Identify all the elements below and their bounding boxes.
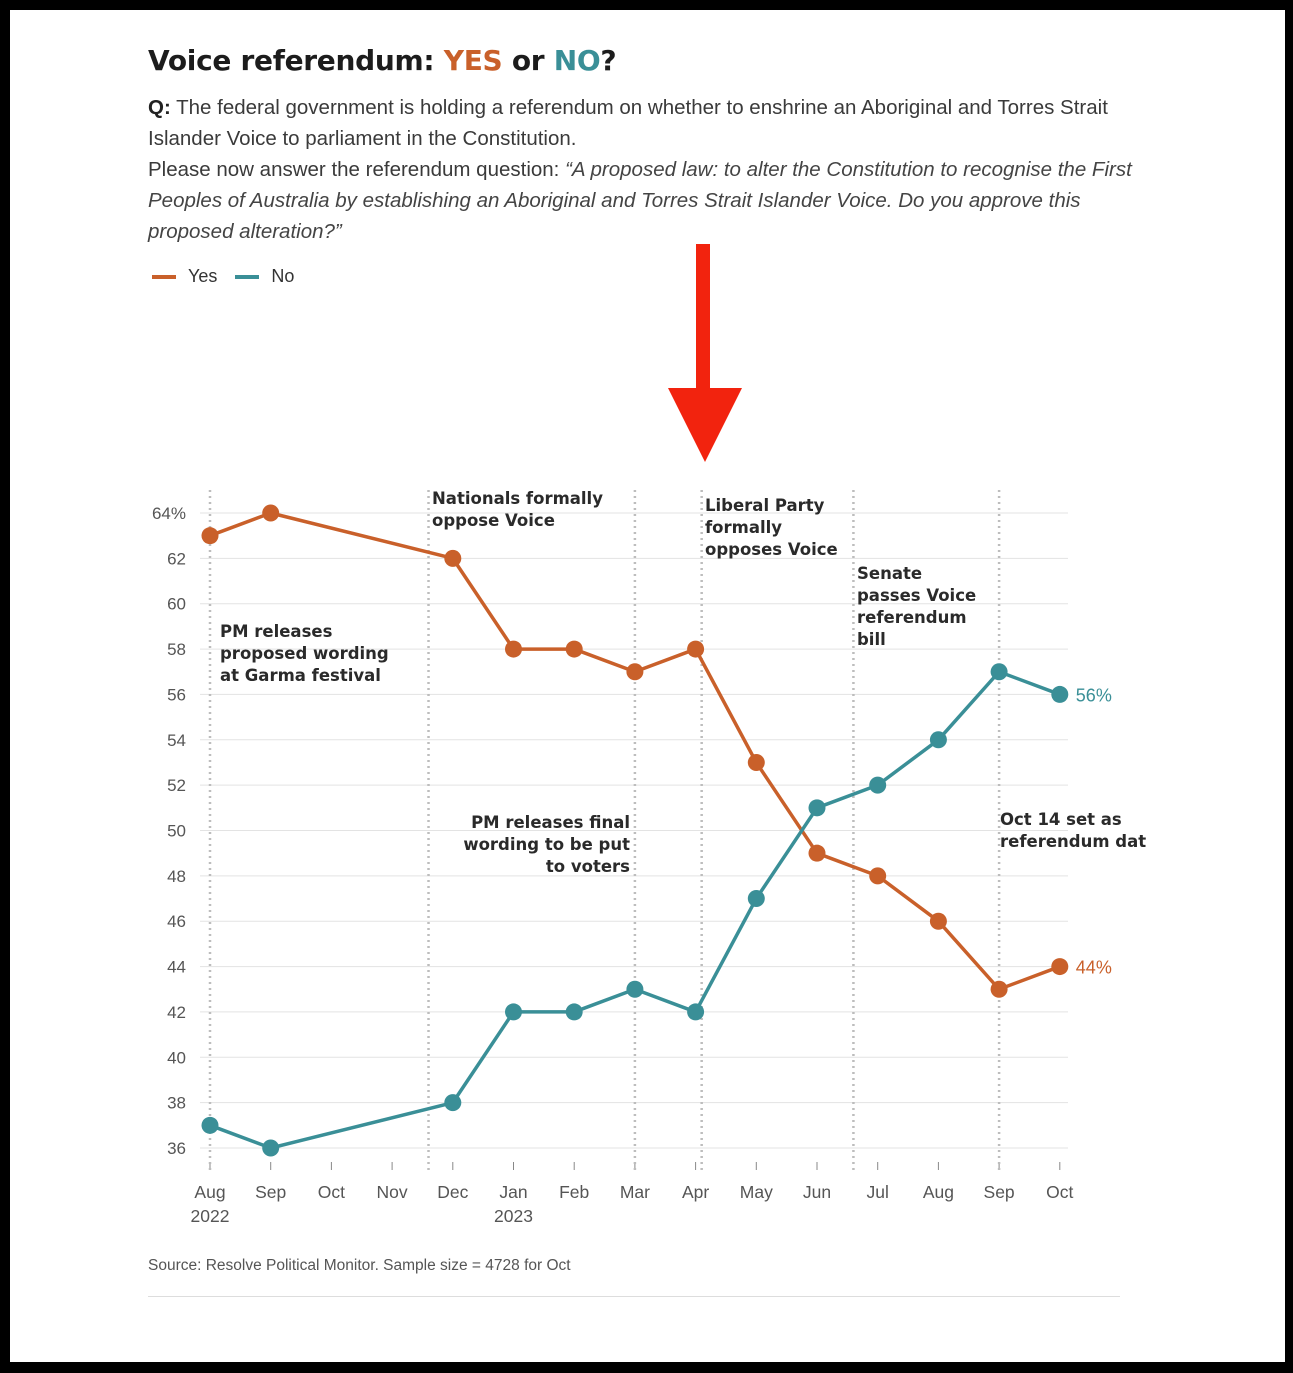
y-tick-label: 62 [167,549,186,568]
series-yes-point [626,663,644,681]
x-tick-label: Jul [867,1182,889,1202]
x-tick-label: Jan [499,1182,527,1202]
chart-title: Voice referendum: YES or NO? [148,44,617,77]
x-tick-label: May [740,1182,773,1202]
annotation-line: wording to be put [463,835,630,854]
chart-card: Voice referendum: YES or NO? Q: The fede… [10,10,1285,1362]
title-no: NO [553,44,601,77]
series-no-point [687,1003,705,1021]
x-tick-label: Aug [194,1182,225,1202]
annotation-line: to voters [546,857,630,876]
series-yes-point [869,867,887,885]
question-text: The federal government is holding a refe… [148,96,1108,150]
y-tick-label: 42 [167,1003,186,1022]
x-tick-label: Apr [682,1182,709,1202]
series-yes-point [990,980,1008,998]
series-yes-point [929,912,947,930]
series-no-point [990,663,1008,681]
line-chart: 64% 62 60 58 56 54 52 50 48 46 44 42 40 38 36 Aug 2022 Se… [152,489,1146,1226]
series-no-point [565,1003,583,1021]
y-tick-label: 50 [167,822,186,841]
x-tick-year: 2022 [191,1206,230,1226]
x-tick-label: Sep [255,1182,286,1202]
series-no-point [626,980,644,998]
y-tick-label: 38 [167,1094,186,1113]
annotation-line: Senate [857,564,922,583]
series-no-point [1051,685,1069,703]
annotation-line: PM releases [220,622,333,641]
series-no-point [808,799,826,817]
legend-no-swatch [235,274,260,279]
x-tick-label: Sep [984,1182,1015,1202]
annotation-line: formally [705,518,782,537]
legend-yes-swatch [152,274,176,279]
series-yes-point [808,844,826,862]
y-tick-label: 36 [167,1139,186,1158]
annotation-line: proposed wording [220,644,389,663]
y-tick-label: 44 [167,958,186,977]
y-tick-label: 48 [167,867,186,886]
source-note: Source: Resolve Political Monitor. Sampl… [148,1257,571,1274]
x-tick-label: Mar [620,1182,650,1202]
annotation-line: referendum [857,608,967,627]
annotation-line: oppose Voice [432,511,555,530]
annotation-line: passes Voice [857,586,976,605]
title-yes: YES [443,44,503,77]
series-yes-point [687,640,705,658]
series-no-point [201,1116,219,1134]
annotation-line: bill [857,630,886,649]
x-tick-label: Oct [318,1182,345,1202]
red-arrow-icon [668,244,742,462]
y-tick-label: 46 [167,912,186,931]
x-tick-label: Nov [377,1182,408,1202]
y-tick-label: 52 [167,776,186,795]
divider [148,1296,1120,1297]
y-tick-label: 54 [167,731,186,750]
series-no-point [747,890,765,908]
x-tick-label: Jun [803,1182,831,1202]
series-yes-point [444,549,462,567]
question-label: Q: [148,96,171,119]
annotation-line: referendum dat [1000,832,1146,851]
series-yes-point [505,640,522,658]
series-no-point [262,1139,280,1157]
legend-no: No [235,266,294,287]
question-quote: “A proposed law: to alter the Constituti… [148,158,1132,243]
x-tick-label: Aug [923,1182,954,1202]
question-prompt: Please now answer the referendum questio… [148,158,566,181]
x-tick-year: 2023 [494,1206,533,1226]
legend-yes: Yes [152,266,217,287]
annotation-line: Oct 14 set as [1000,810,1122,829]
series-yes-point [201,527,219,545]
survey-question: Q: The federal government is holding a r… [148,92,1138,247]
y-tick-label: 56 [167,685,186,704]
series-yes-point [1051,958,1069,976]
series-no-point [444,1094,462,1112]
series-no-end-label: 56% [1076,685,1112,705]
annotation-line: at Garma festival [220,666,381,685]
y-tick-label: 58 [167,640,186,659]
series-yes-point [565,640,583,658]
x-tick-label: Feb [559,1182,589,1202]
y-tick-label: 64% [152,504,186,523]
annotation-line: Liberal Party [705,496,825,515]
x-tick-label: Oct [1046,1182,1073,1202]
series-no-point [505,1003,522,1021]
series-yes-point [747,753,765,771]
series-yes-end-label: 44% [1076,958,1112,978]
annotation-line: PM releases final [471,813,630,832]
series-no-point [929,731,947,749]
annotation-line: Nationals formally [432,489,603,508]
annotation-line: opposes Voice [705,540,838,559]
series-no-point [869,776,887,794]
series-yes-point [262,504,280,522]
x-tick-label: Dec [437,1182,468,1202]
y-tick-label: 60 [167,595,186,614]
legend: Yes No [152,266,312,287]
y-tick-label: 40 [167,1048,186,1067]
